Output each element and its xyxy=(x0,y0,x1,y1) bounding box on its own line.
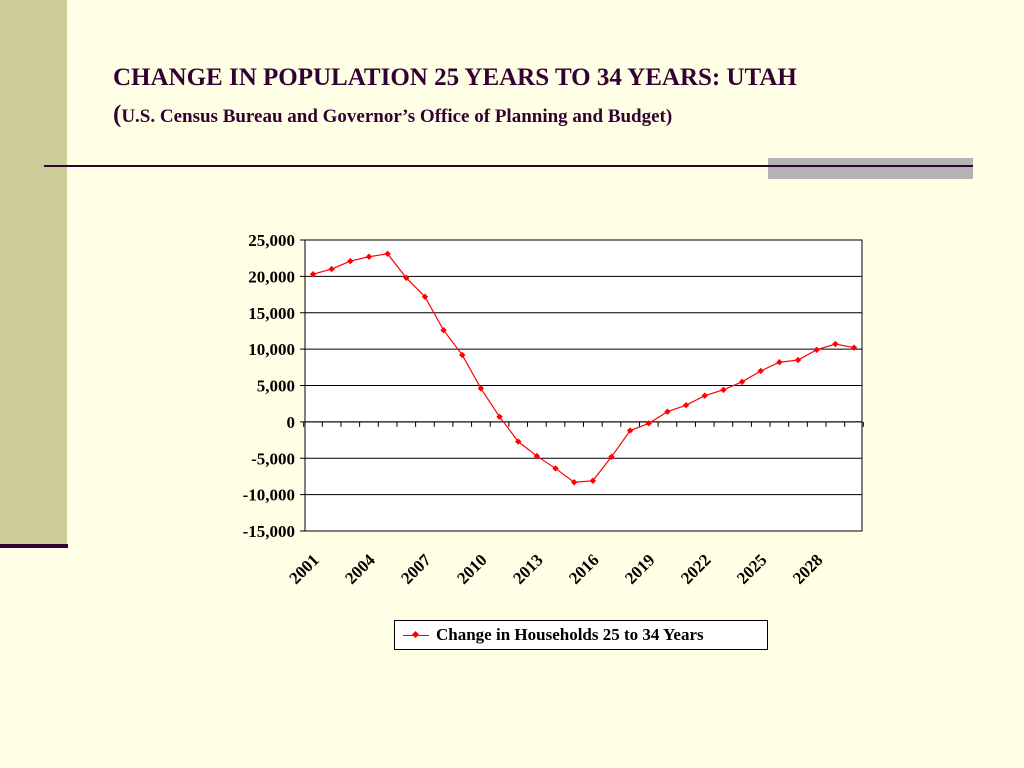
y-tick-label: 20,000 xyxy=(248,267,295,286)
accent-bar-top xyxy=(768,158,973,165)
data-point xyxy=(347,257,354,265)
data-point xyxy=(459,351,466,359)
x-tick-label: 2025 xyxy=(733,550,770,587)
axes xyxy=(300,239,864,532)
data-point xyxy=(813,346,820,354)
y-tick-label: 25,000 xyxy=(248,231,295,250)
data-point xyxy=(403,274,410,282)
data-point xyxy=(664,408,671,415)
y-tick-label: -5,000 xyxy=(251,449,295,468)
x-tick-label: 2007 xyxy=(397,550,435,588)
data-point xyxy=(365,253,373,260)
data-point xyxy=(533,452,541,460)
data-point xyxy=(440,327,447,334)
data-point xyxy=(328,265,335,273)
x-tick-label: 2004 xyxy=(341,550,379,588)
data-point xyxy=(477,385,485,392)
data-point xyxy=(626,427,634,434)
data-point xyxy=(794,356,802,364)
x-tick-labels: 2001 2004 2007 2010 2013 2016 2019 2022 2025 2028 xyxy=(285,550,826,588)
x-tick-label: 2016 xyxy=(565,550,602,587)
y-tick-label: 15,000 xyxy=(248,304,295,323)
x-tick-label: 2001 xyxy=(285,550,322,587)
data-point xyxy=(832,340,839,348)
data-point xyxy=(645,420,652,427)
data-point xyxy=(682,401,690,409)
data-point xyxy=(421,293,429,300)
data-point xyxy=(608,453,615,460)
slide-subtitle: (U.S. Census Bureau and Governor’s Offic… xyxy=(113,101,672,129)
data-point xyxy=(850,344,858,351)
chart-legend: Change in Households 25 to 34 Years xyxy=(394,620,768,650)
data-point xyxy=(738,378,746,386)
sidebar-decoration xyxy=(0,0,67,548)
legend-diamond-icon xyxy=(411,630,420,639)
subtitle-paren: ( xyxy=(113,101,122,128)
slide-title: CHANGE IN POPULATION 25 YEARS TO 34 YEAR… xyxy=(113,64,797,91)
x-tick-label: 2028 xyxy=(789,550,826,587)
x-tick-label: 2013 xyxy=(509,550,546,587)
x-tick-label: 2022 xyxy=(677,550,714,587)
title-divider xyxy=(44,165,973,167)
x-tick-label: 2019 xyxy=(621,550,658,587)
data-point xyxy=(701,392,708,399)
y-tick-label: 0 xyxy=(287,413,296,432)
y-tick-label: -10,000 xyxy=(243,486,295,505)
data-point xyxy=(776,359,783,366)
series-layer xyxy=(309,250,858,486)
legend-label: Change in Households 25 to 34 Years xyxy=(436,625,704,644)
data-point xyxy=(720,386,727,394)
data-point xyxy=(384,250,391,258)
y-tick-label: -15,000 xyxy=(243,522,295,541)
y-tick-label: 5,000 xyxy=(257,377,295,396)
accent-bar-bottom xyxy=(768,167,973,179)
sidebar-underline xyxy=(0,544,68,548)
data-point xyxy=(757,367,764,375)
y-tick-label: 10,000 xyxy=(248,340,295,359)
series-line xyxy=(312,253,855,483)
data-point xyxy=(552,465,559,472)
subtitle-text: U.S. Census Bureau and Governor’s Office… xyxy=(121,106,673,127)
data-point xyxy=(309,270,317,278)
data-point xyxy=(515,438,522,445)
data-point xyxy=(496,413,503,420)
data-point xyxy=(570,479,578,486)
x-tick-label: 2010 xyxy=(453,550,490,587)
y-tick-labels: 25,000 20,000 15,000 10,000 5,000 0 -5,000 -10,… xyxy=(243,231,295,541)
data-point xyxy=(589,477,597,485)
